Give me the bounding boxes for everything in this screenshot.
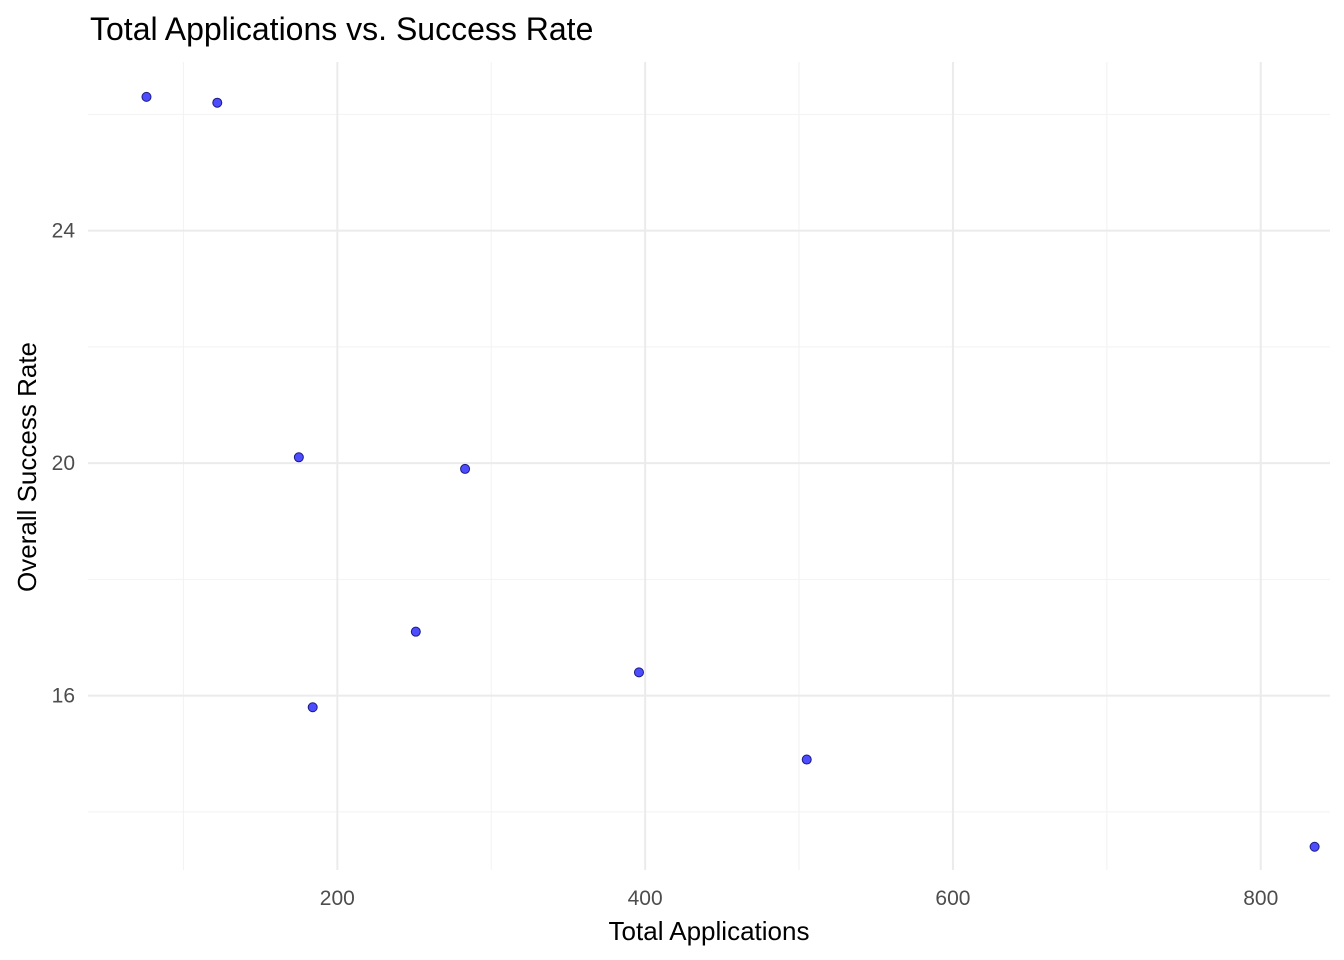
grid-lines [88, 62, 1330, 870]
data-point [460, 463, 471, 474]
data-point [801, 754, 812, 765]
y-axis-title: Overall Success Rate [12, 342, 42, 592]
data-points [141, 91, 1320, 852]
data-point [1309, 841, 1320, 852]
x-tick-label: 600 [935, 887, 970, 910]
x-axis-tick-labels: 200 400 600 800 [320, 887, 1278, 910]
data-point [410, 626, 421, 637]
y-axis-tick-labels: 16 20 24 [52, 220, 76, 708]
x-axis-title: Total Applications [609, 916, 810, 946]
y-tick-label: 24 [52, 220, 76, 243]
chart-title: Total Applications vs. Success Rate [90, 11, 593, 47]
x-tick-label: 800 [1243, 887, 1278, 910]
x-tick-label: 200 [320, 887, 355, 910]
data-point [212, 97, 223, 108]
data-point [307, 702, 318, 713]
x-tick-label: 400 [628, 887, 663, 910]
data-point [293, 452, 304, 463]
data-point [141, 91, 152, 102]
data-point [633, 667, 644, 678]
y-tick-label: 16 [52, 685, 75, 708]
y-tick-label: 20 [52, 452, 75, 475]
